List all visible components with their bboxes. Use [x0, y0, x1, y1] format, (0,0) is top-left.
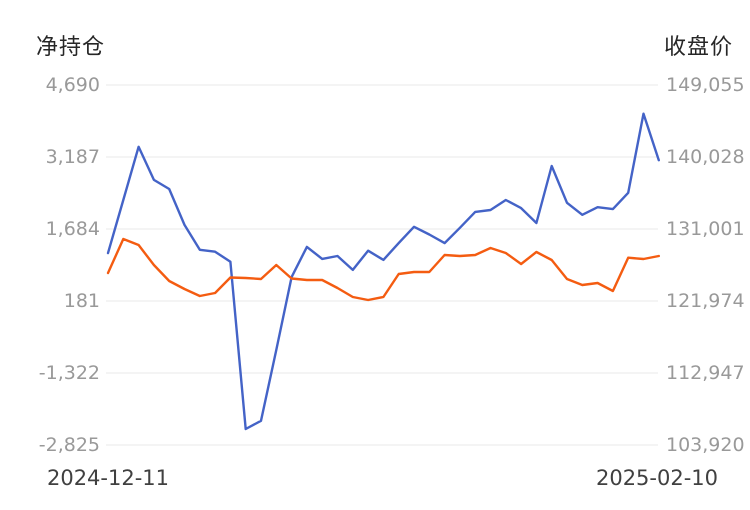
net-position-line [106, 112, 660, 431]
left-tick-label: 4,690 [45, 74, 100, 96]
right-tick-label: 121,974 [666, 290, 745, 312]
x-axis-label-end: 2025-02-10 [595, 466, 719, 490]
left-tick-label: -1,322 [38, 362, 100, 384]
left-axis-title: 净持仓 [36, 35, 106, 60]
left-tick-label: -2,825 [38, 434, 100, 456]
right-tick-label: 140,028 [666, 146, 745, 168]
right-tick-label: 103,920 [666, 434, 745, 456]
x-axis-label-start: 2024-12-11 [46, 466, 170, 490]
left-tick-label: 1,684 [45, 218, 100, 240]
close-price-line [106, 237, 660, 302]
right-tick-label: 131,001 [666, 218, 745, 240]
right-tick-label: 149,055 [666, 74, 745, 96]
right-axis-title: 收盘价 [663, 35, 733, 60]
right-tick-label: 112,947 [666, 362, 745, 384]
left-tick-label: 3,187 [45, 146, 100, 168]
left-tick-label: 181 [63, 290, 100, 312]
